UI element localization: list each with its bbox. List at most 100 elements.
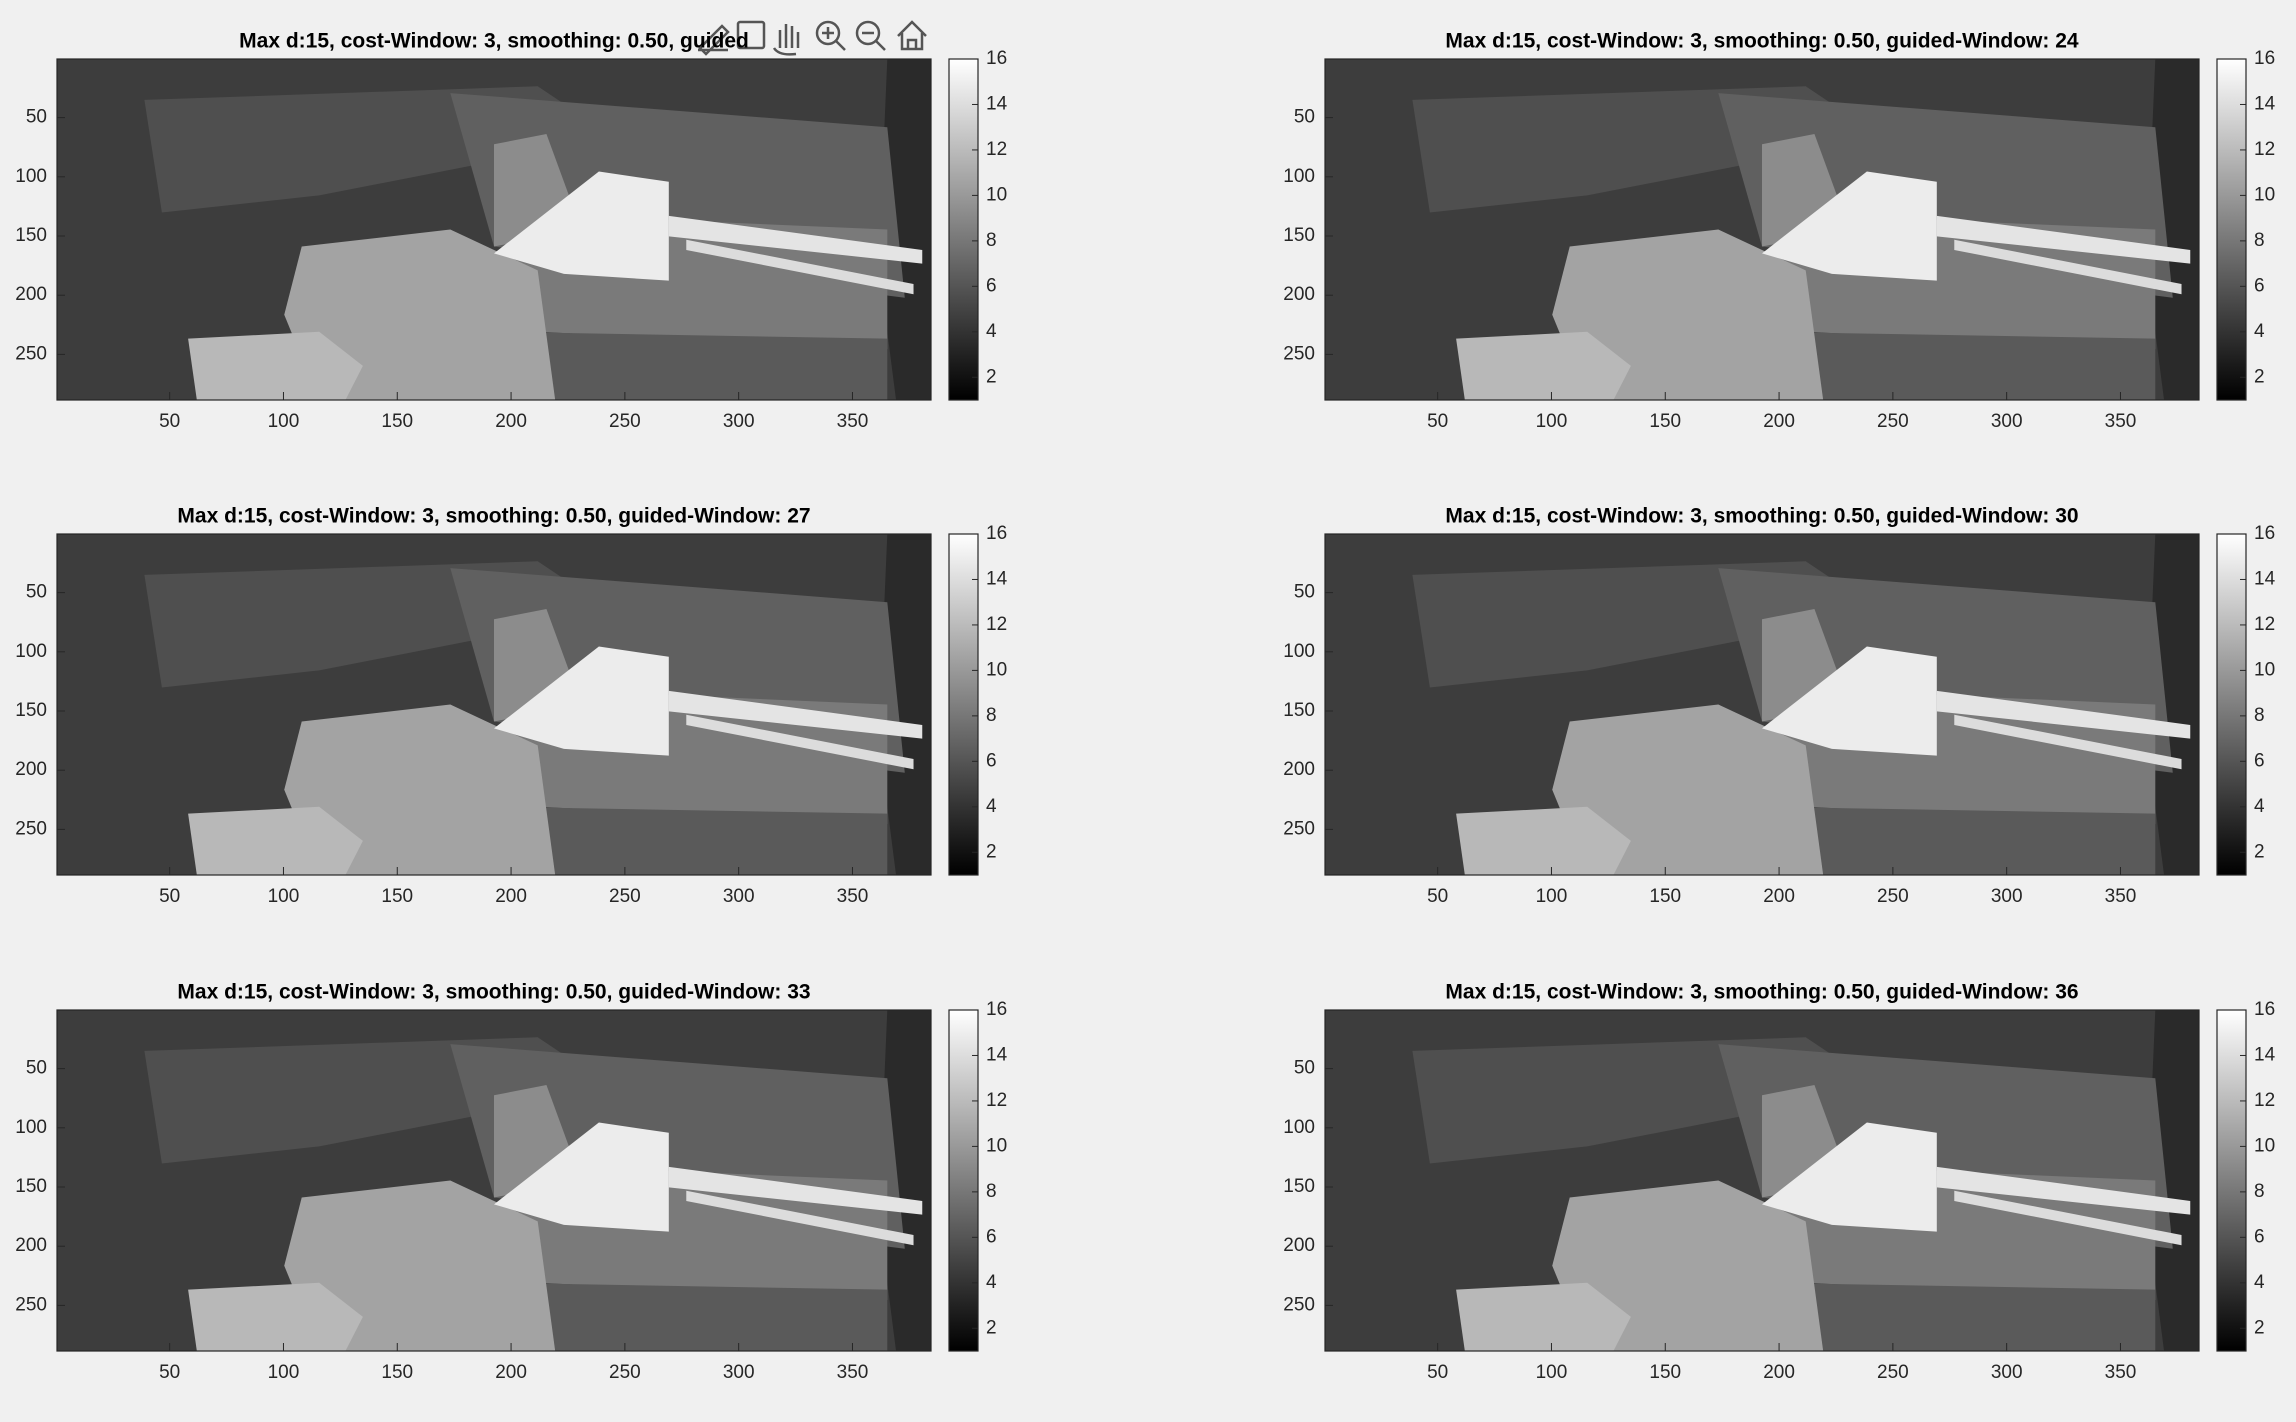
- image-region: [494, 171, 669, 281]
- x-tick-label: 50: [159, 886, 180, 907]
- x-tick-label: 200: [1763, 411, 1795, 432]
- image-region: [188, 1282, 363, 1351]
- colorbar-tick-label: 10: [986, 1135, 1007, 1156]
- x-tick-label: 50: [1427, 411, 1448, 432]
- x-tick-label: 300: [1991, 886, 2023, 907]
- colorbar-tick-label: 10: [986, 184, 1007, 205]
- image-region: [1762, 646, 1937, 756]
- image-region: [284, 1180, 556, 1351]
- colorbar-tick-label: 4: [2254, 321, 2265, 342]
- y-tick-label: 200: [1283, 759, 1315, 780]
- home-icon[interactable]: [897, 20, 927, 51]
- zoom-out-icon[interactable]: [855, 20, 881, 46]
- subplot-title: Max d:15, cost-Window: 3, smoothing: 0.5…: [1445, 505, 2078, 528]
- y-tick-label: 100: [1283, 166, 1315, 187]
- colorbar-tick-label: 2: [986, 366, 997, 387]
- colorbar-tick-label: 8: [986, 230, 997, 251]
- colorbar-tick-label: 12: [986, 139, 1007, 160]
- image-region: [878, 1010, 931, 1351]
- y-tick-label: 200: [1283, 284, 1315, 305]
- axes-box: [56, 533, 932, 876]
- image: [57, 59, 931, 400]
- colorbar-tick-label: 14: [986, 568, 1008, 589]
- colorbar-tick-label: 4: [986, 321, 997, 342]
- image-region: [686, 239, 914, 295]
- colorbar: [2216, 58, 2247, 401]
- x-tick-label: 150: [381, 411, 413, 432]
- x-tick-label: 100: [268, 886, 300, 907]
- x-tick-label: 100: [268, 1362, 300, 1383]
- x-tick-label: 250: [609, 411, 641, 432]
- colorbar-tick-label: 14: [2254, 568, 2276, 589]
- colorbar-tick-label: 6: [2254, 750, 2265, 771]
- y-tick-label: 100: [1283, 641, 1315, 662]
- x-tick-label: 200: [495, 411, 527, 432]
- colorbar-tick-label: 2: [2254, 366, 2265, 387]
- image-region: [1552, 1180, 1824, 1351]
- x-tick-label: 300: [723, 1362, 755, 1383]
- image-region: [686, 714, 914, 770]
- colorbar-tick-label: 2: [2254, 841, 2265, 862]
- x-tick-label: 350: [837, 411, 869, 432]
- x-tick-label: 300: [723, 886, 755, 907]
- y-tick-label: 100: [15, 1117, 47, 1138]
- y-tick-label: 250: [15, 818, 47, 839]
- colorbar-tick-label: 8: [2254, 230, 2265, 251]
- y-tick-label: 50: [1294, 1058, 1315, 1079]
- image-region: [188, 806, 363, 875]
- x-tick-label: 100: [1536, 886, 1568, 907]
- image-region: [1456, 806, 1631, 875]
- x-tick-label: 200: [1763, 886, 1795, 907]
- colorbar-tick-label: 2: [986, 841, 997, 862]
- image-region: [494, 331, 888, 400]
- colorbar-tick-label: 6: [2254, 1226, 2265, 1247]
- colorbar: [2216, 533, 2247, 876]
- y-tick-label: 50: [26, 1058, 47, 1079]
- colorbar-tick-label: 16: [2254, 48, 2275, 69]
- zoom-in-icon[interactable]: [815, 20, 841, 46]
- colorbar-tick-label: 10: [2254, 1135, 2275, 1156]
- colorbar-tick-label: 16: [2254, 999, 2275, 1020]
- colorbar-tick-label: 16: [986, 999, 1007, 1020]
- image-region: [2146, 59, 2199, 400]
- image-region: [1954, 239, 2182, 295]
- pan-icon[interactable]: [772, 24, 800, 56]
- image-region: [1936, 215, 2191, 264]
- colorbar-tick-label: 12: [2254, 1090, 2275, 1111]
- x-tick-label: 100: [1536, 411, 1568, 432]
- colorbar-tick-label: 14: [2254, 93, 2276, 114]
- axes-box: [56, 58, 932, 401]
- colorbar: [948, 58, 979, 401]
- image: [1325, 1010, 2199, 1351]
- datatip-icon[interactable]: [736, 20, 766, 50]
- y-tick-label: 250: [1283, 343, 1315, 364]
- image: [1325, 59, 2199, 400]
- brush-icon[interactable]: [698, 24, 730, 56]
- x-tick-label: 250: [609, 1362, 641, 1383]
- y-tick-label: 150: [15, 1176, 47, 1197]
- y-tick-label: 200: [1283, 1235, 1315, 1256]
- y-tick-label: 100: [15, 641, 47, 662]
- x-tick-label: 150: [1649, 1362, 1681, 1383]
- image-region: [494, 1122, 669, 1232]
- colorbar: [948, 1009, 979, 1352]
- x-tick-label: 250: [1877, 1362, 1909, 1383]
- image-region: [878, 59, 931, 400]
- image-region: [1762, 171, 1937, 281]
- x-tick-label: 350: [2105, 886, 2137, 907]
- colorbar-tick-label: 2: [2254, 1317, 2265, 1338]
- x-tick-label: 150: [381, 886, 413, 907]
- axes-toolbar[interactable]: [698, 20, 927, 56]
- image-region: [1456, 1282, 1631, 1351]
- image-region: [1954, 714, 2182, 770]
- colorbar: [948, 533, 979, 876]
- x-tick-label: 200: [1763, 1362, 1795, 1383]
- image-region: [1936, 690, 2191, 739]
- colorbar-tick-label: 6: [986, 275, 997, 296]
- colorbar-tick-label: 14: [986, 1044, 1008, 1065]
- y-tick-label: 150: [1283, 1176, 1315, 1197]
- colorbar-tick-label: 14: [2254, 1044, 2276, 1065]
- x-tick-label: 250: [1877, 886, 1909, 907]
